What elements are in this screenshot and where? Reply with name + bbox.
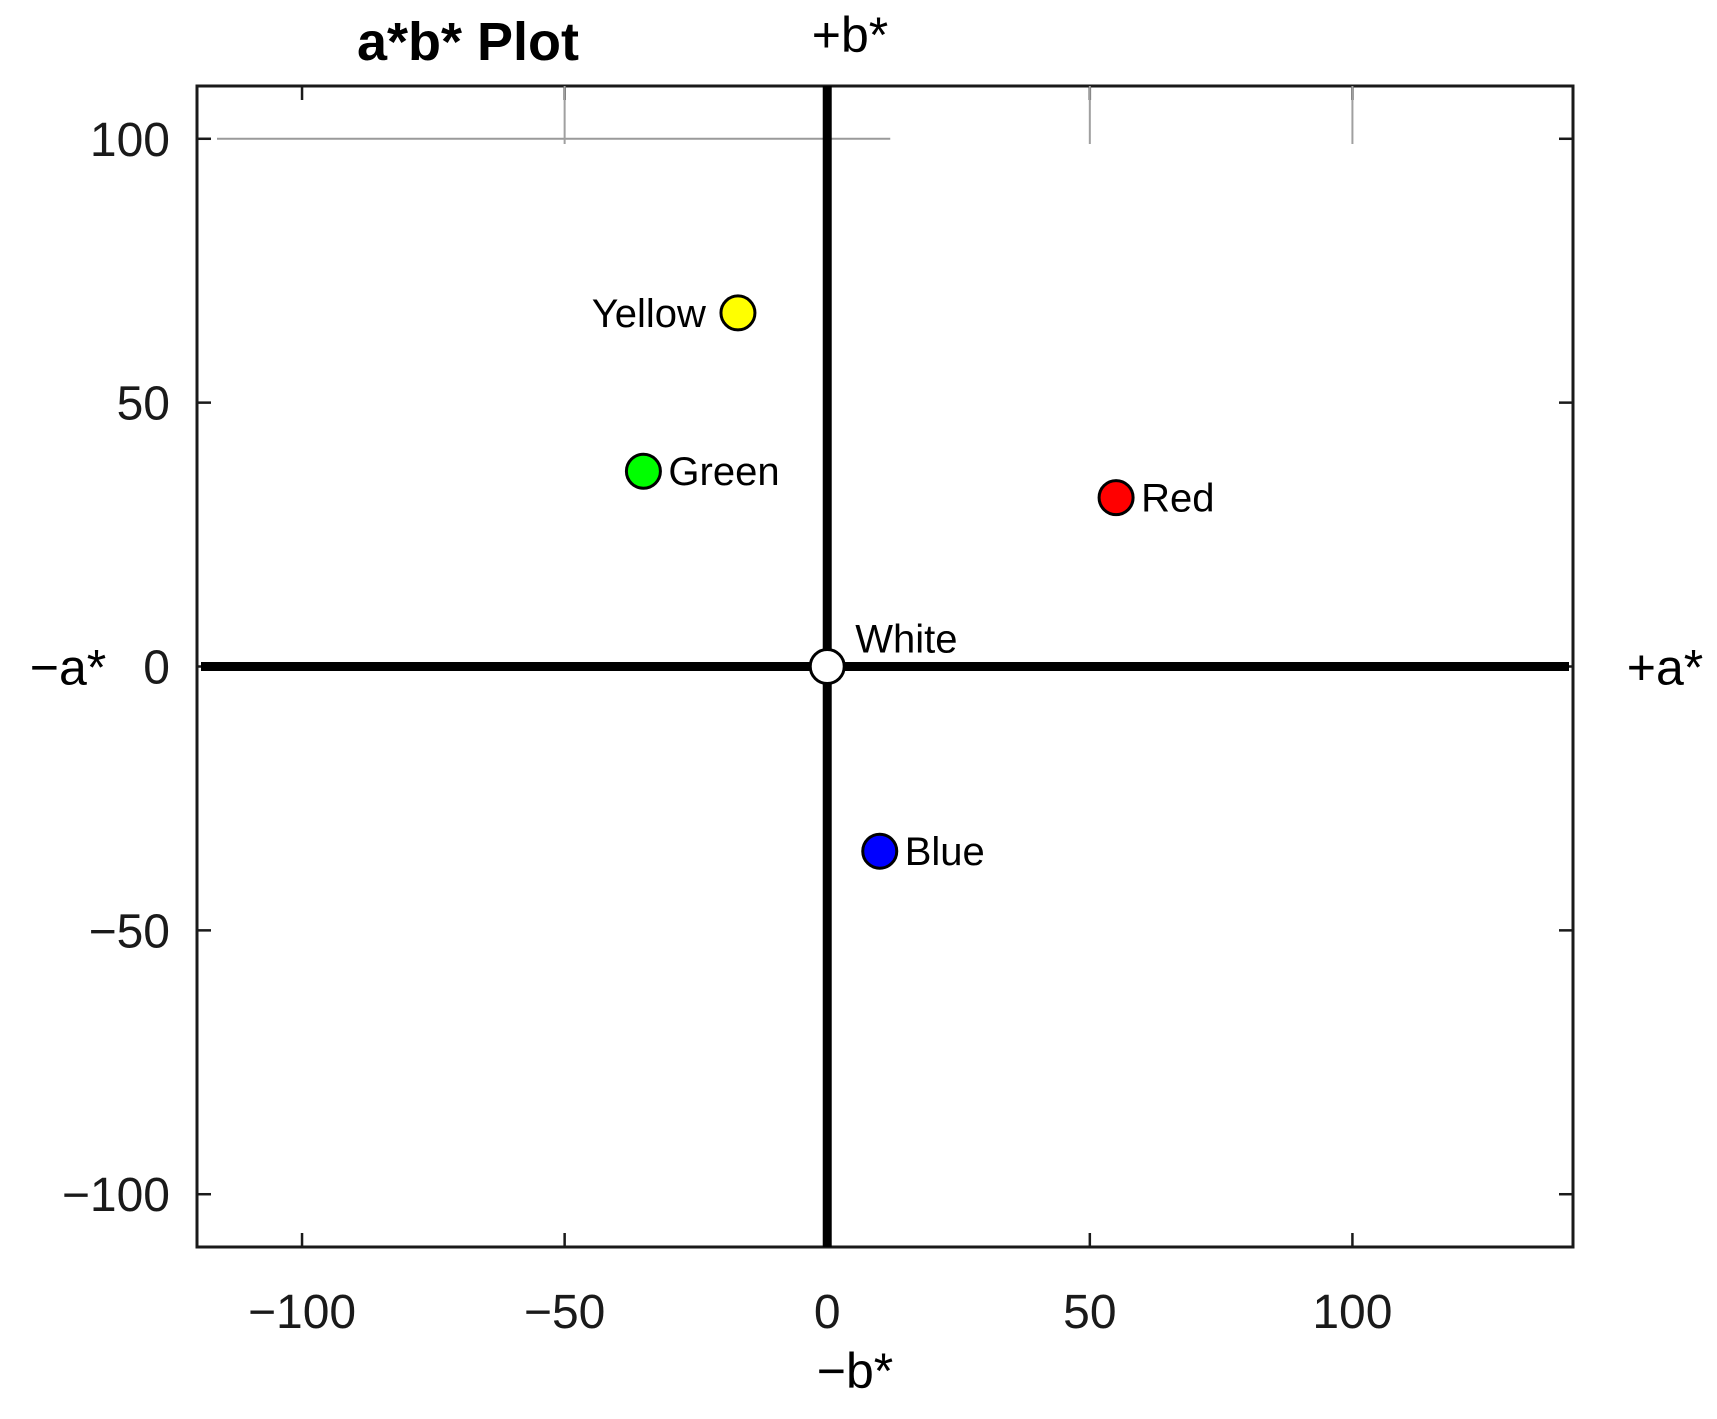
y-tick-label: 0 — [143, 642, 170, 695]
point-green — [624, 452, 662, 490]
y-tick-label: −100 — [62, 1169, 170, 1222]
point-yellow — [719, 294, 757, 332]
x-tick-label: −100 — [248, 1286, 356, 1339]
x-tick-label: −50 — [524, 1286, 605, 1339]
point-white — [808, 648, 846, 685]
negative-a-label: −a* — [30, 640, 106, 696]
point-blue — [861, 832, 899, 870]
point-label-red: Red — [1141, 477, 1214, 521]
point-label-blue: Blue — [905, 830, 985, 874]
negative-b-label: −b* — [817, 1343, 893, 1399]
point-red — [1097, 479, 1135, 517]
chart-title: a*b* Plot — [357, 12, 579, 72]
point-label-white: White — [855, 618, 957, 662]
x-tick-label: 100 — [1312, 1286, 1392, 1339]
plot-area: −100 −50 0 50 100 −100 −50 50 100 0 +b* −b* +a* −a* Ye… — [30, 7, 1703, 1399]
y-tick-label: −50 — [89, 905, 170, 958]
point-label-yellow: Yellow — [592, 292, 706, 336]
positive-b-label: +b* — [812, 7, 888, 63]
x-tick-label: 0 — [814, 1286, 841, 1339]
y-tick-label: 100 — [90, 114, 170, 167]
y-tick-label: 50 — [117, 378, 170, 431]
positive-a-label: +a* — [1627, 640, 1703, 696]
x-tick-label: 50 — [1063, 1286, 1116, 1339]
point-label-green: Green — [668, 450, 779, 494]
